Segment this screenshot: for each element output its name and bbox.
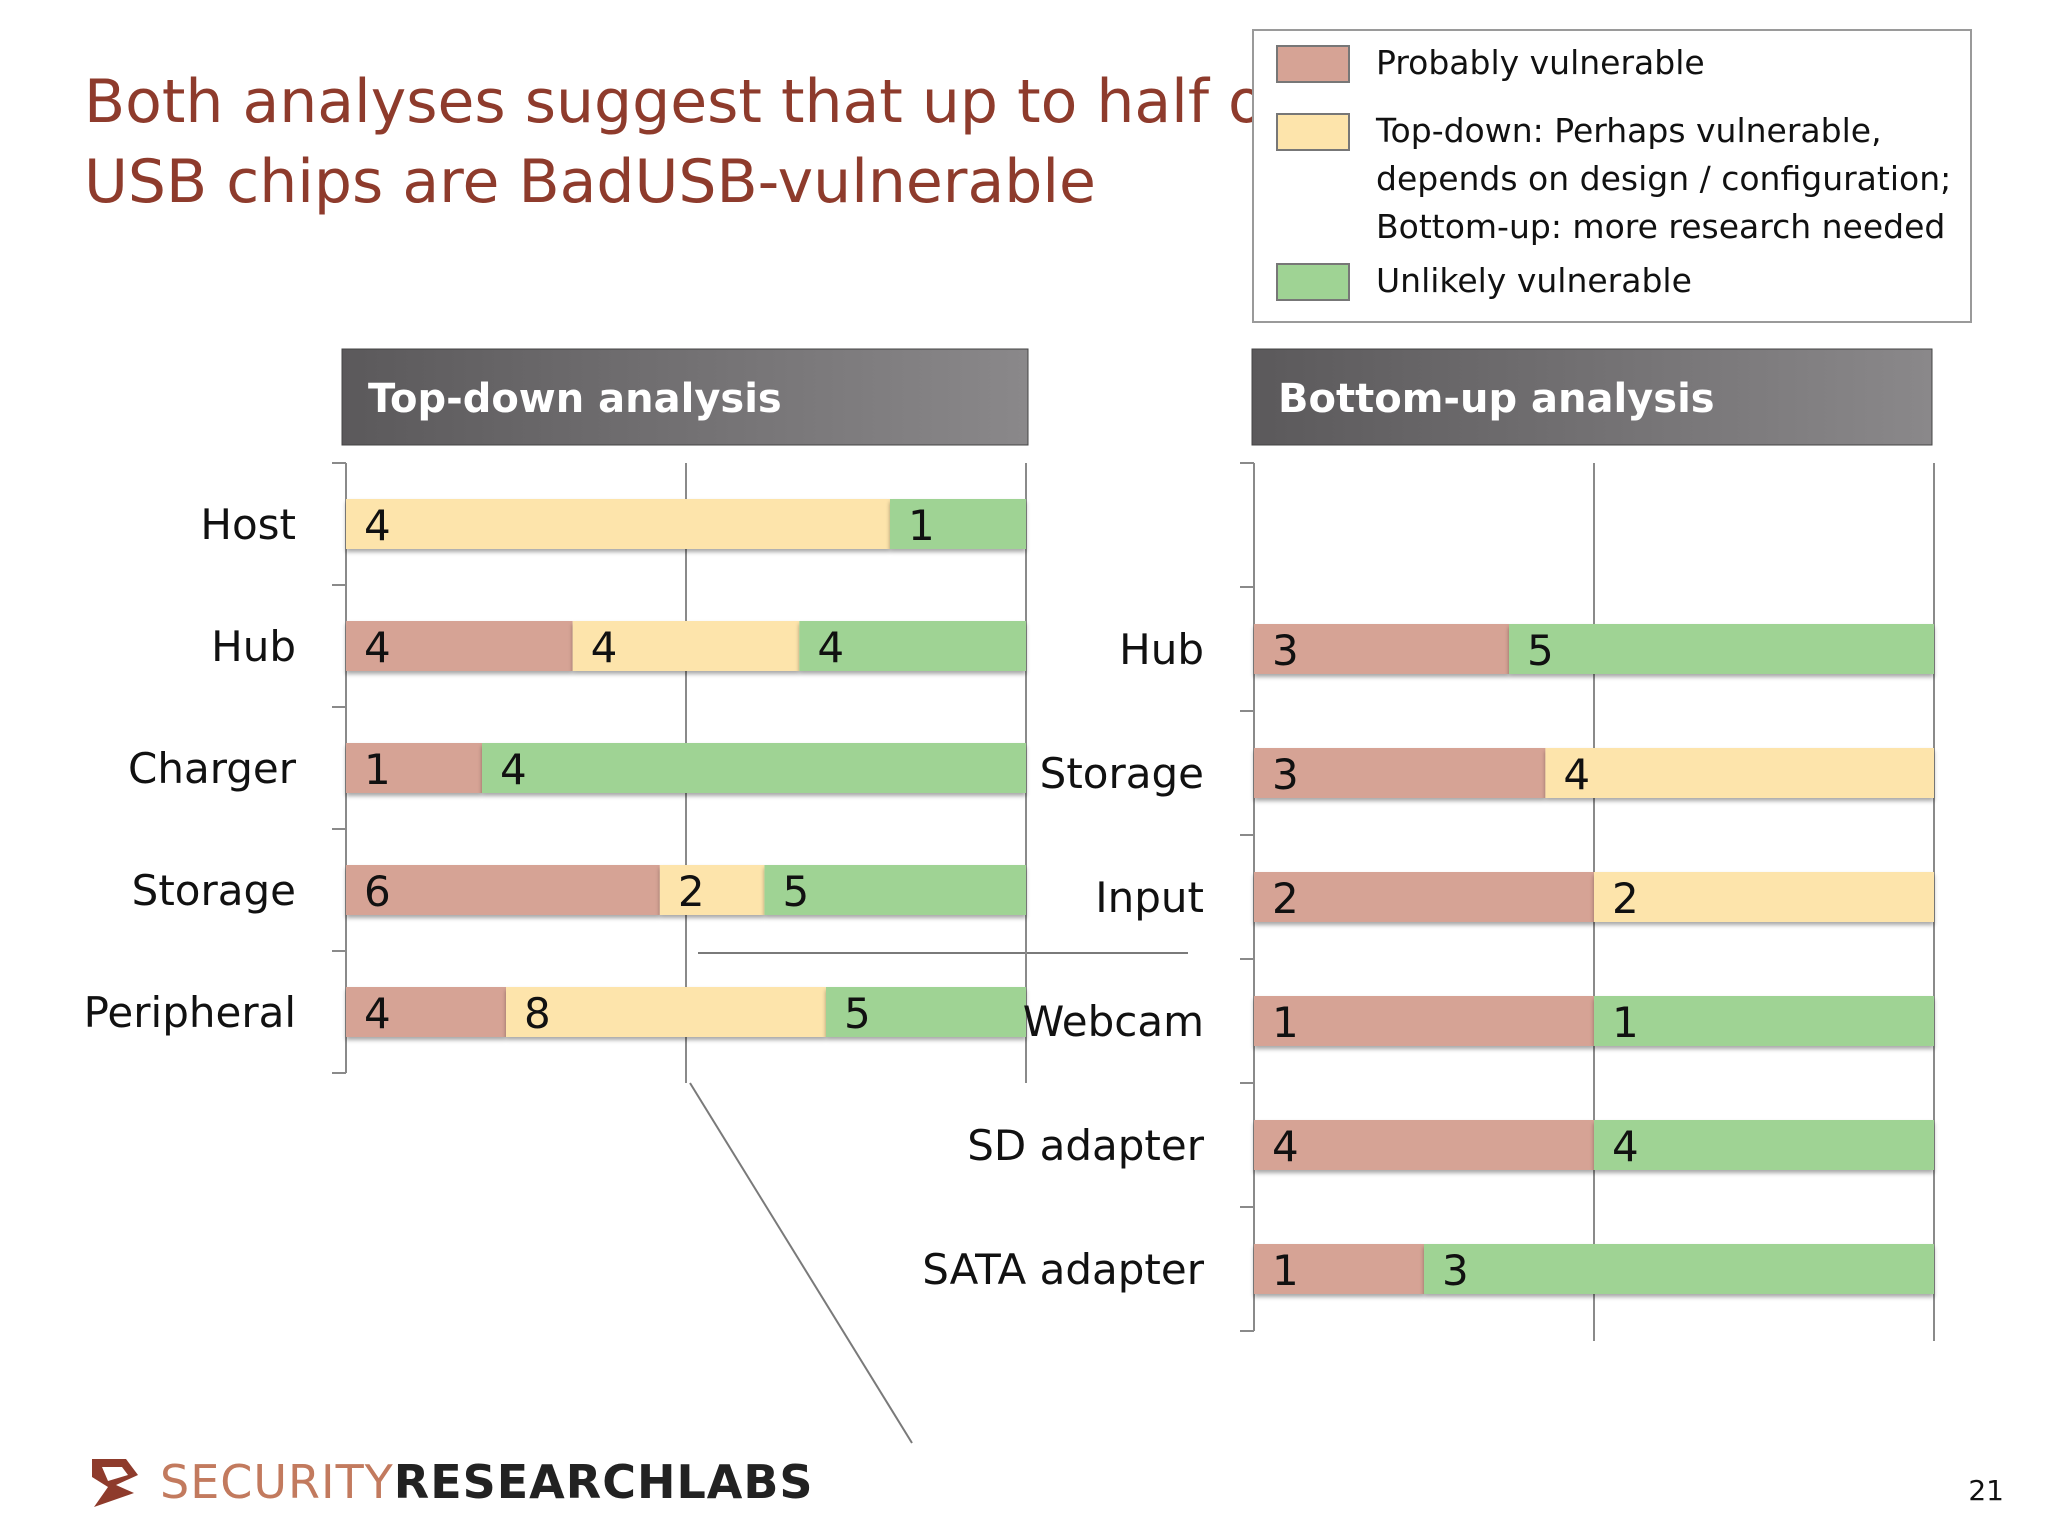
srl-logo-mark-icon bbox=[92, 1459, 138, 1507]
legend: Probably vulnerable Top-down: Perhaps vul… bbox=[1252, 29, 1972, 323]
data-label: 1 bbox=[364, 745, 391, 794]
data-label: 5 bbox=[1527, 626, 1554, 675]
legend-label-line: Top-down: Perhaps vulnerable, bbox=[1376, 111, 1882, 150]
panel-header-title: Top-down analysis bbox=[368, 376, 782, 422]
category-label: SD adapter bbox=[967, 1121, 1204, 1170]
category-label: Storage bbox=[1040, 749, 1204, 798]
logo-word-security: SECURITY bbox=[160, 1455, 394, 1509]
bar-segment-perhaps bbox=[659, 865, 765, 915]
slide-title-line: USB chips are BadUSB-vulnerable bbox=[84, 147, 1096, 217]
category-label: Input bbox=[1095, 873, 1204, 922]
legend-label-line: depends on design / configuration; bbox=[1376, 159, 1952, 198]
data-label: 5 bbox=[844, 989, 871, 1038]
data-label: 4 bbox=[591, 623, 618, 672]
data-label: 1 bbox=[1612, 998, 1639, 1047]
legend-swatch bbox=[1276, 45, 1350, 83]
bar-segment-unlikely bbox=[482, 743, 1026, 793]
logo-text: SECURITYRESEARCHLABS bbox=[160, 1455, 814, 1509]
bar-segment-probably bbox=[1254, 1244, 1424, 1294]
data-label: 2 bbox=[1612, 874, 1639, 923]
legend-label: Probably vulnerable bbox=[1376, 39, 1966, 87]
data-label: 4 bbox=[364, 501, 391, 550]
connector-diagonal bbox=[689, 1082, 913, 1444]
panel-header bbox=[1251, 348, 1933, 446]
data-label: 1 bbox=[908, 501, 935, 550]
data-label: 8 bbox=[524, 989, 551, 1038]
bar-segment-perhaps bbox=[572, 621, 800, 671]
category-label: Webcam bbox=[1023, 997, 1204, 1046]
data-label: 2 bbox=[678, 867, 705, 916]
bar-segment-probably bbox=[346, 865, 660, 915]
slide-title-line: Both analyses suggest that up to half of bbox=[84, 67, 1286, 137]
data-label: 2 bbox=[1272, 874, 1299, 923]
data-label: 4 bbox=[1612, 1122, 1639, 1171]
bar-segment-unlikely bbox=[890, 499, 1026, 549]
category-label: Host bbox=[200, 500, 296, 549]
data-label: 4 bbox=[364, 989, 391, 1038]
category-label: Peripheral bbox=[84, 988, 296, 1037]
data-label: 4 bbox=[1563, 750, 1590, 799]
legend-swatch bbox=[1276, 113, 1350, 151]
bar-segment-perhaps bbox=[346, 499, 890, 549]
bar-segment-probably bbox=[1254, 996, 1594, 1046]
slide-title: Both analyses suggest that up to half of… bbox=[84, 62, 1286, 222]
bar-segment-probably bbox=[346, 987, 506, 1037]
data-label: 4 bbox=[364, 623, 391, 672]
bottom-up-chart: Bottom-up analysis Hub 3 5 Storage 3 4 Input 2 2 W… bbox=[922, 348, 1935, 1341]
data-label: 3 bbox=[1272, 750, 1299, 799]
category-label: SATA adapter bbox=[922, 1245, 1204, 1294]
security-research-labs-logo: SECURITYRESEARCHLABS bbox=[86, 1452, 814, 1512]
data-label: 4 bbox=[817, 623, 844, 672]
bar-segment-unlikely bbox=[1509, 624, 1934, 674]
legend-label-line: Probably vulnerable bbox=[1376, 43, 1705, 82]
bar-segment-probably bbox=[1254, 872, 1594, 922]
legend-label: Top-down: Perhaps vulnerable, depends on … bbox=[1376, 107, 1966, 251]
legend-label-line: Bottom-up: more research needed bbox=[1376, 207, 1946, 246]
bar-segment-unlikely bbox=[799, 621, 1026, 671]
top-down-chart: Top-down analysis Host 4 1 Hub 4 4 4 Charger 1 4 St… bbox=[84, 348, 1029, 1083]
bar-segment-unlikely bbox=[1424, 1244, 1934, 1294]
bar-segment-probably bbox=[1254, 1120, 1594, 1170]
data-label: 4 bbox=[1272, 1122, 1299, 1171]
bar-segment-perhaps bbox=[1594, 872, 1934, 922]
bar-segment-probably bbox=[346, 621, 573, 671]
data-label: 3 bbox=[1272, 626, 1299, 675]
category-label: Charger bbox=[128, 744, 297, 793]
panel-header-title: Bottom-up analysis bbox=[1278, 376, 1715, 422]
logo-word-researchlabs: RESEARCHLABS bbox=[393, 1455, 814, 1509]
bar-segment-perhaps bbox=[1545, 748, 1934, 798]
panel-header bbox=[341, 348, 1029, 446]
bar-segment-probably bbox=[1254, 748, 1546, 798]
bar-segment-unlikely bbox=[1594, 1120, 1934, 1170]
data-label: 3 bbox=[1442, 1246, 1469, 1295]
data-label: 6 bbox=[364, 867, 391, 916]
bar-segment-unlikely bbox=[826, 987, 1026, 1037]
bar-segment-perhaps bbox=[506, 987, 826, 1037]
bar-segment-probably bbox=[346, 743, 482, 793]
legend-label: Unlikely vulnerable bbox=[1376, 257, 1966, 305]
bar-segment-unlikely bbox=[764, 865, 1026, 915]
page-number: 21 bbox=[1968, 1474, 2004, 1507]
data-label: 5 bbox=[782, 867, 809, 916]
bar-segment-probably bbox=[1254, 624, 1509, 674]
category-label: Hub bbox=[211, 622, 296, 671]
connector-lines bbox=[689, 952, 1188, 1444]
category-label: Storage bbox=[132, 866, 296, 915]
data-label: 1 bbox=[1272, 998, 1299, 1047]
legend-swatch bbox=[1276, 263, 1350, 301]
legend-label-line: Unlikely vulnerable bbox=[1376, 261, 1692, 300]
category-label: Hub bbox=[1119, 625, 1204, 674]
bar-segment-unlikely bbox=[1594, 996, 1934, 1046]
data-label: 1 bbox=[1272, 1246, 1299, 1295]
data-label: 4 bbox=[500, 745, 527, 794]
